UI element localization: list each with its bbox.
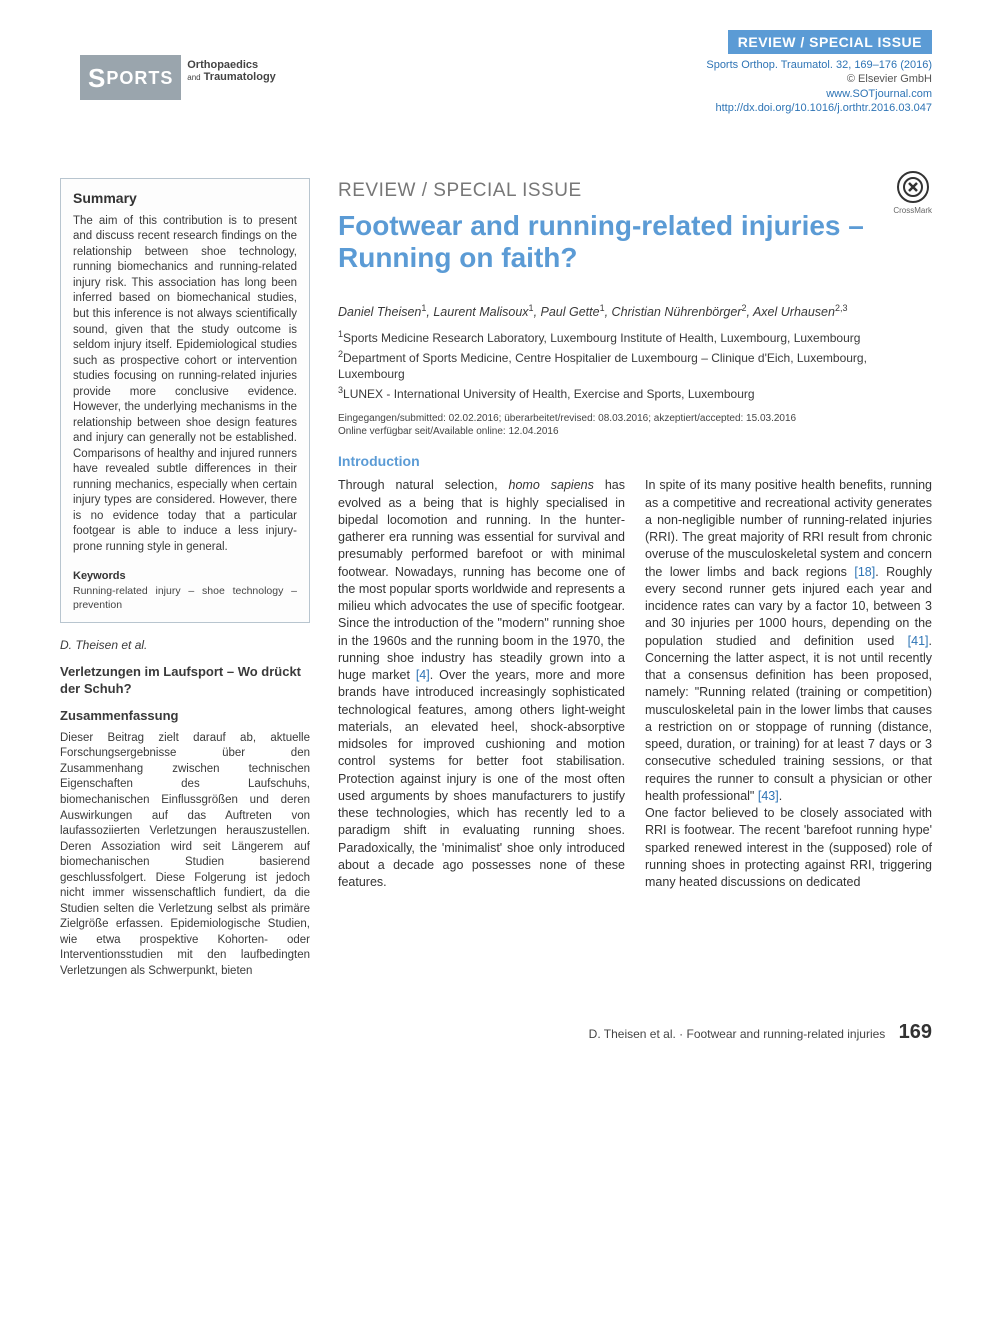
article-type: REVIEW / SPECIAL ISSUE: [338, 178, 932, 204]
main: CrossMark REVIEW / SPECIAL ISSUE Footwea…: [338, 178, 932, 979]
dates-online: Online verfügbar seit/Available online: …: [338, 425, 932, 438]
summary-text: The aim of this contribution is to prese…: [73, 214, 297, 555]
body-text: Through natural selection, homo sapiens …: [338, 477, 932, 891]
footer: D. Theisen et al. · Footwear and running…: [60, 1019, 932, 1046]
affiliation: 3LUNEX - International University of Hea…: [338, 384, 932, 402]
german-title: Verletzungen im Laufsport – Wo drückt de…: [60, 664, 310, 698]
section-heading: Introduction: [338, 452, 932, 471]
content: Summary The aim of this contribution is …: [60, 178, 932, 979]
authors: Daniel Theisen1, Laurent Malisoux1, Paul…: [338, 302, 932, 322]
article-title: Footwear and running-related injuries – …: [338, 210, 932, 274]
journal-url[interactable]: www.SOTjournal.com: [826, 88, 932, 100]
section-banner: REVIEW / SPECIAL ISSUE: [728, 30, 932, 54]
summary-box: Summary The aim of this contribution is …: [60, 178, 310, 623]
page: REVIEW / SPECIAL ISSUE Sports Orthop. Tr…: [0, 0, 992, 1076]
german-summary-heading: Zusammenfassung: [60, 707, 310, 725]
crossmark-badge[interactable]: CrossMark: [893, 170, 932, 217]
affiliations: 1Sports Medicine Research Laboratory, Lu…: [338, 328, 932, 403]
german-summary-text: Dieser Beitrag zielt darauf ab, aktuelle…: [60, 731, 310, 979]
citation: Sports Orthop. Traumatol. 32, 169–176 (2…: [706, 59, 932, 71]
publisher: © Elsevier GmbH: [847, 73, 932, 85]
keywords-title: Keywords: [73, 569, 297, 584]
affiliation: 2Department of Sports Medicine, Centre H…: [338, 348, 932, 382]
footer-author: D. Theisen et al.: [589, 1027, 676, 1041]
keywords-block: Keywords Running-related injury – shoe t…: [73, 569, 297, 612]
short-citation-author: D. Theisen et al.: [60, 637, 310, 653]
summary-title: Summary: [73, 189, 297, 208]
sidebar: Summary The aim of this contribution is …: [60, 178, 310, 979]
journal-header: REVIEW / SPECIAL ISSUE Sports Orthop. Tr…: [706, 30, 932, 115]
journal-logo: SPORTS Orthopaedics and Traumatology: [80, 55, 276, 100]
article-dates: Eingegangen/submitted: 02.02.2016; übera…: [338, 412, 932, 438]
affiliation: 1Sports Medicine Research Laboratory, Lu…: [338, 328, 932, 346]
page-number: 169: [899, 1021, 932, 1043]
logo-subtitle: Orthopaedics and Traumatology: [187, 59, 276, 83]
footer-short-title: Footwear and running-related injuries: [687, 1027, 886, 1041]
crossmark-icon: [896, 170, 930, 204]
keywords-list: Running-related injury – shoe technology…: [73, 584, 297, 612]
logo-sports: SPORTS: [80, 55, 181, 100]
doi-link[interactable]: http://dx.doi.org/10.1016/j.orthtr.2016.…: [716, 102, 933, 114]
crossmark-label: CrossMark: [893, 206, 932, 215]
dates-submitted: Eingegangen/submitted: 02.02.2016; übera…: [338, 412, 932, 425]
